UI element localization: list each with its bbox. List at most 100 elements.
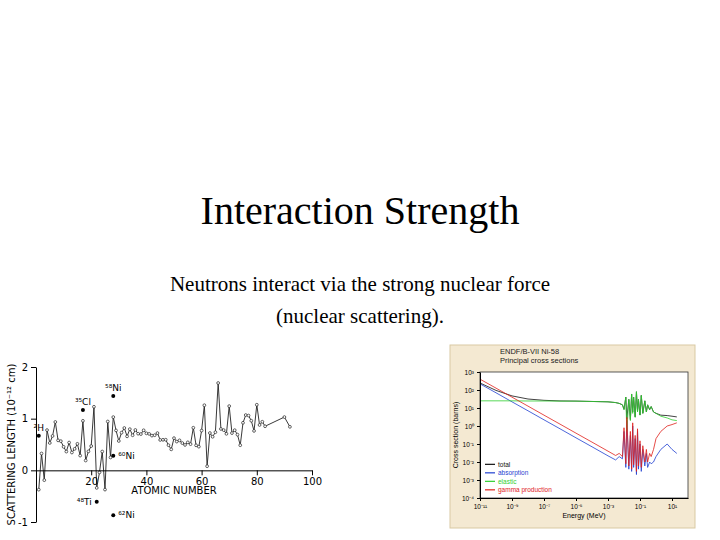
series-marker bbox=[84, 459, 87, 462]
series-marker bbox=[195, 444, 198, 447]
x-tick-mark bbox=[312, 470, 313, 475]
x-axis-title: Energy (MeV) bbox=[562, 512, 605, 520]
series-marker bbox=[236, 433, 239, 436]
y-tick: 0 bbox=[22, 465, 36, 476]
series-marker bbox=[142, 429, 145, 432]
x-tick-mark bbox=[146, 470, 147, 475]
x-axis-line bbox=[37, 470, 313, 471]
annotation-label: ³⁵Cl bbox=[75, 397, 91, 407]
series-marker bbox=[156, 432, 159, 435]
x-tick: 10¹ bbox=[668, 498, 678, 510]
legend-label: gamma production bbox=[498, 486, 552, 494]
y-tick-label: 10⁻¹ bbox=[463, 441, 475, 448]
series-marker bbox=[126, 435, 129, 438]
series-marker bbox=[65, 450, 68, 453]
series-marker bbox=[247, 414, 250, 417]
x-tick-mark bbox=[576, 498, 577, 501]
y-tick-label: 1 bbox=[22, 413, 28, 424]
series-marker bbox=[289, 425, 292, 428]
y-tick: 2 bbox=[22, 362, 36, 373]
series-marker bbox=[244, 414, 247, 417]
series-marker bbox=[283, 416, 286, 419]
y-tick: 10⁻³ bbox=[463, 477, 480, 484]
series-marker bbox=[231, 432, 234, 435]
series-marker bbox=[159, 439, 162, 442]
y-axis-title: Cross section (barns) bbox=[452, 402, 460, 469]
y-tick: 10⁻⁴ bbox=[462, 495, 480, 502]
series-marker bbox=[164, 438, 167, 441]
series-marker bbox=[233, 429, 236, 432]
y-tick-label: 2 bbox=[22, 362, 28, 373]
slide-text: Neutrons interact via the strong nuclear… bbox=[170, 272, 550, 296]
x-tick-mark bbox=[202, 470, 203, 475]
series-marker bbox=[220, 428, 223, 431]
series-marker bbox=[255, 403, 258, 406]
y-tick-mark bbox=[31, 522, 36, 523]
series-marker bbox=[37, 488, 40, 491]
annotation-marker bbox=[111, 394, 115, 398]
series-marker bbox=[178, 439, 181, 442]
series-marker bbox=[134, 429, 137, 432]
x-tick-label: 20 bbox=[85, 476, 98, 487]
series-marker bbox=[253, 430, 256, 433]
series-marker bbox=[197, 445, 200, 448]
y-tick-mark bbox=[477, 390, 480, 391]
series-marker bbox=[128, 428, 131, 431]
chart: 10⁻¹¹10⁻⁹10⁻⁷10⁻⁵10⁻³10⁻¹10¹10⁻⁴10⁻³10⁻²… bbox=[450, 345, 695, 528]
x-tick-mark bbox=[640, 498, 641, 501]
plot bbox=[480, 379, 677, 474]
plot-frame bbox=[480, 372, 688, 498]
x-tick-mark bbox=[257, 470, 258, 475]
series-marker bbox=[106, 420, 109, 423]
chart-background bbox=[450, 345, 695, 528]
annotation-label: ⁵⁸Ni bbox=[105, 383, 121, 393]
y-axis-line bbox=[480, 373, 481, 499]
series-marker bbox=[59, 440, 62, 443]
series-line bbox=[480, 379, 677, 471]
y-axis-line bbox=[36, 368, 37, 523]
series-marker bbox=[200, 429, 203, 432]
legend: totalabsorptionelasticgamma production bbox=[485, 461, 552, 495]
annotation-label: ⁶⁰Ni bbox=[118, 451, 134, 461]
x-tick-label: 10⁻³ bbox=[603, 503, 615, 510]
series-marker bbox=[139, 433, 142, 436]
y-tick: 10⁰ bbox=[465, 423, 480, 430]
series-marker bbox=[175, 440, 178, 443]
x-tick-mark bbox=[608, 498, 609, 501]
x-tick: 10⁻¹¹ bbox=[474, 498, 488, 510]
x-axis-line bbox=[481, 498, 689, 499]
x-tick: 10⁻⁹ bbox=[506, 498, 518, 510]
y-axis: -1 0 1 2 bbox=[18, 362, 36, 528]
series-marker bbox=[222, 429, 225, 432]
y-tick-mark bbox=[477, 444, 480, 445]
legend-swatch bbox=[485, 472, 495, 473]
y-tick-label: 10⁻² bbox=[463, 459, 475, 466]
series-marker bbox=[148, 433, 151, 436]
series-marker bbox=[62, 445, 65, 448]
series-marker bbox=[225, 432, 228, 435]
series-marker bbox=[192, 426, 195, 429]
series-marker bbox=[258, 424, 261, 427]
series-marker bbox=[214, 431, 217, 434]
series-marker bbox=[189, 443, 192, 446]
slide-title: Interaction Strength bbox=[201, 188, 520, 233]
y-tick-mark bbox=[31, 419, 36, 420]
y-tick-mark bbox=[477, 408, 480, 409]
x-tick: 20 bbox=[85, 470, 98, 487]
y-tick-mark bbox=[477, 480, 480, 481]
x-axis: 10⁻¹¹10⁻⁹10⁻⁷10⁻⁵10⁻³10⁻¹10¹ bbox=[474, 498, 689, 510]
series-marker bbox=[70, 451, 73, 454]
annotation-marker bbox=[37, 434, 41, 438]
series-marker bbox=[264, 425, 267, 428]
y-tick-label: -1 bbox=[18, 517, 28, 528]
legend-label: absorption bbox=[498, 469, 529, 477]
series-marker bbox=[48, 442, 51, 445]
x-tick-label: 100 bbox=[303, 476, 322, 487]
y-tick: 10⁻¹ bbox=[463, 441, 480, 448]
y-tick: 10⁻² bbox=[463, 459, 480, 466]
series-marker bbox=[46, 429, 49, 432]
y-tick-label: 10⁰ bbox=[465, 423, 475, 430]
x-tick-mark bbox=[91, 470, 92, 475]
series-marker bbox=[90, 445, 93, 448]
series-marker bbox=[101, 450, 104, 453]
